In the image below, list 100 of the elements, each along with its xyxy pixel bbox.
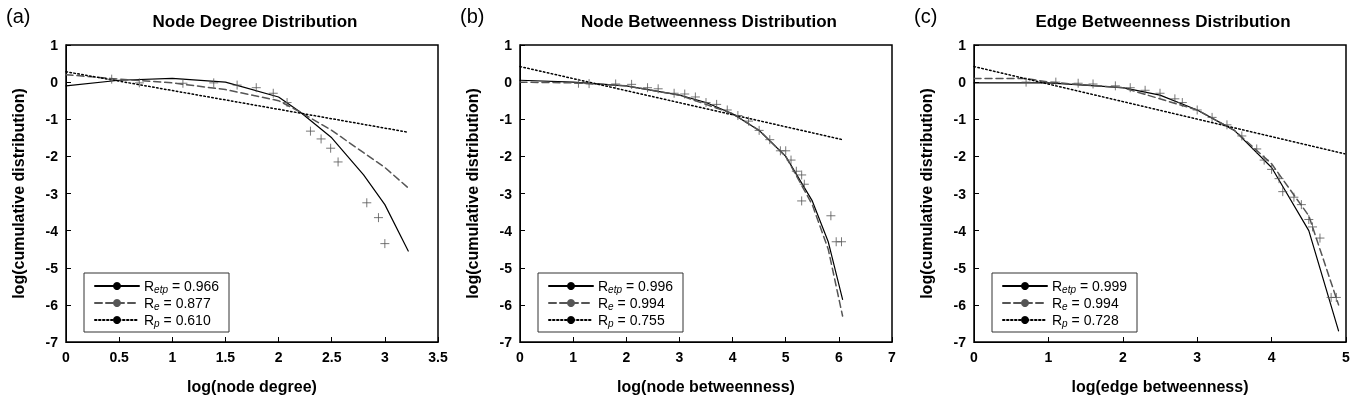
point (690, 91, 701, 102)
point (722, 104, 733, 115)
y-tick-label: -6 (953, 296, 967, 313)
x-axis-title: log(node betweenness) (617, 377, 795, 395)
x-tick-label: 4 (1267, 349, 1276, 365)
x-tick-label: 0 (62, 349, 71, 365)
point (626, 79, 637, 90)
point (208, 77, 219, 88)
point (1169, 93, 1180, 104)
point (305, 126, 316, 137)
point (379, 238, 390, 249)
text: (a) (6, 5, 31, 27)
point (1296, 199, 1307, 210)
text: (c) (914, 5, 938, 27)
point (1088, 78, 1099, 89)
legend-label: Retp = 0.999 (1052, 278, 1128, 295)
x-tick-label: 1 (569, 349, 578, 365)
x-tick-label: 3.5 (428, 349, 448, 365)
x-tick-label: 2.5 (321, 349, 342, 365)
point (679, 89, 690, 99)
x-tick-label: 1.5 (215, 349, 236, 365)
y-tick-label: 0 (504, 74, 513, 91)
x-tick-label: 2 (274, 349, 283, 365)
y-tick-label: -3 (499, 185, 513, 202)
point (1073, 78, 1084, 89)
point (325, 143, 336, 154)
y-axis-title: log(cumulative distribution) (9, 88, 27, 299)
y-tick-label: -4 (953, 222, 967, 239)
point (799, 179, 810, 190)
legend-label: Rp = 0.728 (1052, 312, 1119, 329)
point (743, 116, 754, 127)
point (764, 134, 775, 145)
point (711, 99, 722, 110)
point (780, 145, 791, 156)
point (106, 74, 117, 85)
point (1192, 104, 1203, 115)
point (251, 82, 262, 93)
point (1288, 192, 1299, 203)
y-tick-label: -4 (45, 222, 59, 239)
y-tick-label: -5 (953, 259, 967, 276)
x-tick-label: 3 (380, 349, 389, 365)
y-tick-label: -1 (45, 111, 59, 128)
legend-label: Rp = 0.755 (598, 312, 665, 329)
point (373, 212, 384, 223)
point (282, 97, 293, 108)
point (1266, 164, 1277, 175)
y-tick-label: -2 (499, 148, 513, 165)
point (669, 88, 680, 99)
x-axis-title: log(edge betweenness) (1071, 377, 1249, 395)
point (642, 82, 653, 93)
point (1274, 173, 1285, 184)
y-tick-label: -2 (953, 148, 967, 165)
y-tick-label: -6 (499, 296, 513, 313)
y-axis-title: log(cumulative distribution) (463, 88, 481, 299)
point (1236, 130, 1247, 141)
point (786, 155, 797, 166)
legend-label: Re = 0.994 (1052, 295, 1119, 312)
y-tick-label: -4 (499, 222, 513, 239)
x-tick-label: 1 (168, 349, 177, 365)
legend-label: Rp = 0.610 (144, 312, 211, 329)
y-axis-title: log(cumulative distribution) (917, 88, 935, 299)
point (1259, 155, 1270, 166)
y-tick-label: 0 (958, 74, 967, 91)
point (1221, 119, 1232, 130)
y-tick-label: -2 (45, 148, 59, 165)
point (701, 97, 711, 108)
point (825, 210, 836, 221)
point (573, 78, 584, 89)
point (754, 125, 765, 136)
chart-title: Node Degree Distribution (152, 12, 358, 31)
point (333, 156, 344, 167)
point (732, 110, 743, 121)
legend-label: Retp = 0.996 (598, 278, 674, 295)
y-tick-label: 0 (50, 74, 59, 91)
x-tick-label: 7 (888, 349, 897, 365)
x-tick-label: 0 (516, 349, 525, 365)
x-tick-label: 1 (1044, 349, 1053, 365)
point (1207, 112, 1218, 123)
y-tick-label: -7 (499, 334, 513, 350)
legend-label: Retp = 0.966 (144, 278, 220, 295)
line-series (65, 73, 409, 189)
point (177, 78, 188, 89)
chart-title: Edge Betweenness Distribution (1035, 12, 1291, 31)
y-tick-label: -5 (45, 259, 59, 276)
point (1110, 80, 1121, 91)
point (1251, 143, 1262, 154)
point (316, 133, 327, 144)
point (232, 80, 243, 91)
point (610, 78, 621, 89)
point (361, 197, 372, 208)
x-tick-label: 3 (675, 349, 684, 365)
y-tick-label: -7 (953, 334, 967, 350)
x-tick-label: 3 (1193, 349, 1202, 365)
x-tick-label: 2 (1118, 349, 1127, 365)
x-tick-label: 0 (970, 349, 979, 365)
y-tick-label: -7 (45, 334, 59, 350)
point (1303, 214, 1314, 225)
x-axis-title: log(node degree) (187, 377, 317, 395)
text: (b) (460, 5, 485, 27)
y-tick-label: 1 (958, 37, 967, 53)
